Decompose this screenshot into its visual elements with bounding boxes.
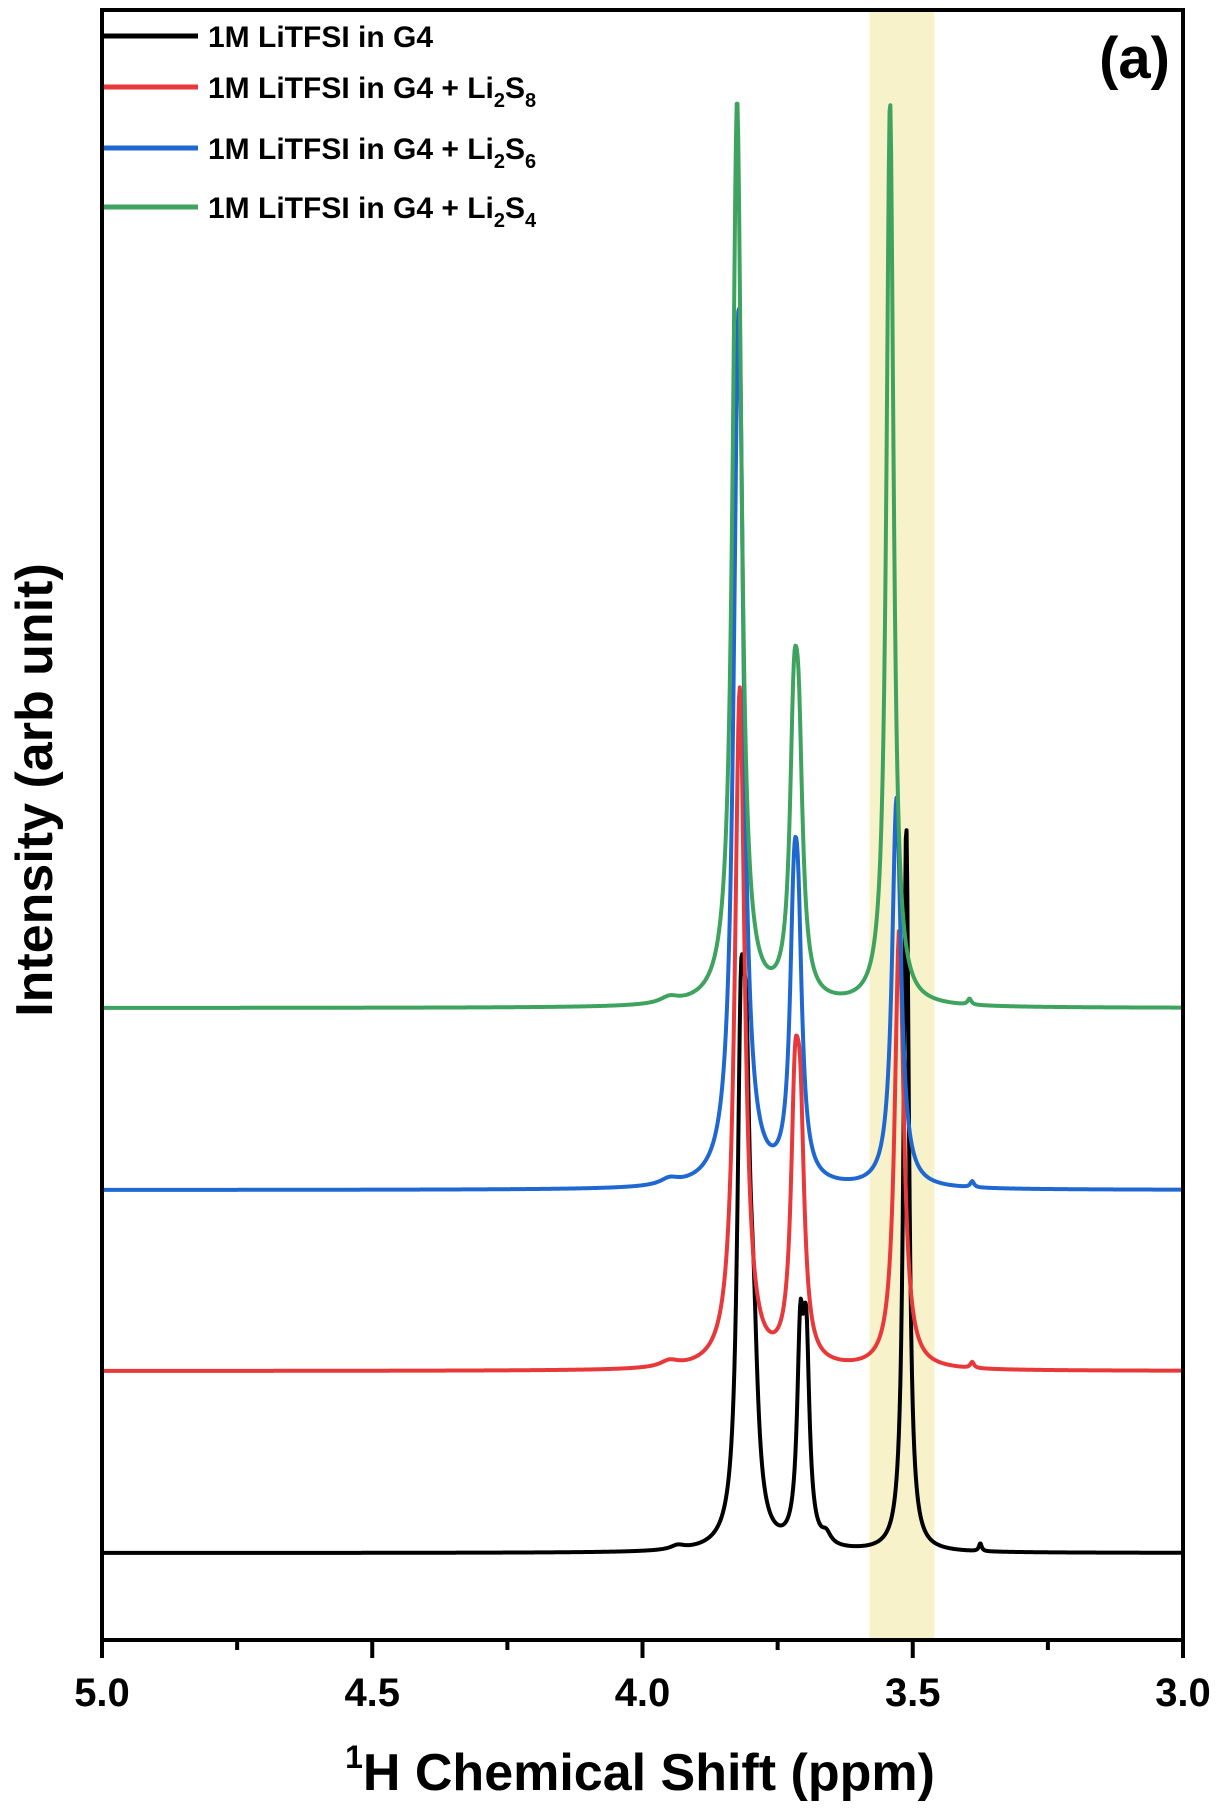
panel-label: (a)	[1099, 26, 1170, 91]
legend-label-2: 1M LiTFSI in G4 + Li2S6	[208, 133, 536, 173]
x-axis-title: 1H Chemical Shift (ppm)	[345, 1739, 935, 1802]
legend-label-3: 1M LiTFSI in G4 + Li2S4	[208, 192, 537, 232]
legend: 1M LiTFSI in G4 1M LiTFSI in G4 + Li2S8 …	[104, 21, 537, 232]
x-tick-label: 4.5	[344, 1671, 400, 1715]
series-line-2	[102, 309, 1183, 1190]
legend-label-0: 1M LiTFSI in G4	[208, 21, 433, 54]
series-layer	[102, 104, 1183, 1553]
x-tick-label: 3.0	[1155, 1671, 1211, 1715]
y-axis-title: Intensity (arb unit)	[6, 563, 64, 1017]
x-tick-label: 4.0	[615, 1671, 671, 1715]
x-tick-label: 5.0	[74, 1671, 130, 1715]
series-line-3	[102, 104, 1183, 1008]
x-tick-label: 3.5	[885, 1671, 941, 1715]
x-axis-ticks: 5.0 4.5 4.0 3.5 3.0	[74, 1640, 1211, 1715]
plot-frame	[102, 10, 1183, 1640]
series-line-1	[102, 687, 1183, 1371]
legend-label-1: 1M LiTFSI in G4 + Li2S8	[208, 72, 536, 112]
